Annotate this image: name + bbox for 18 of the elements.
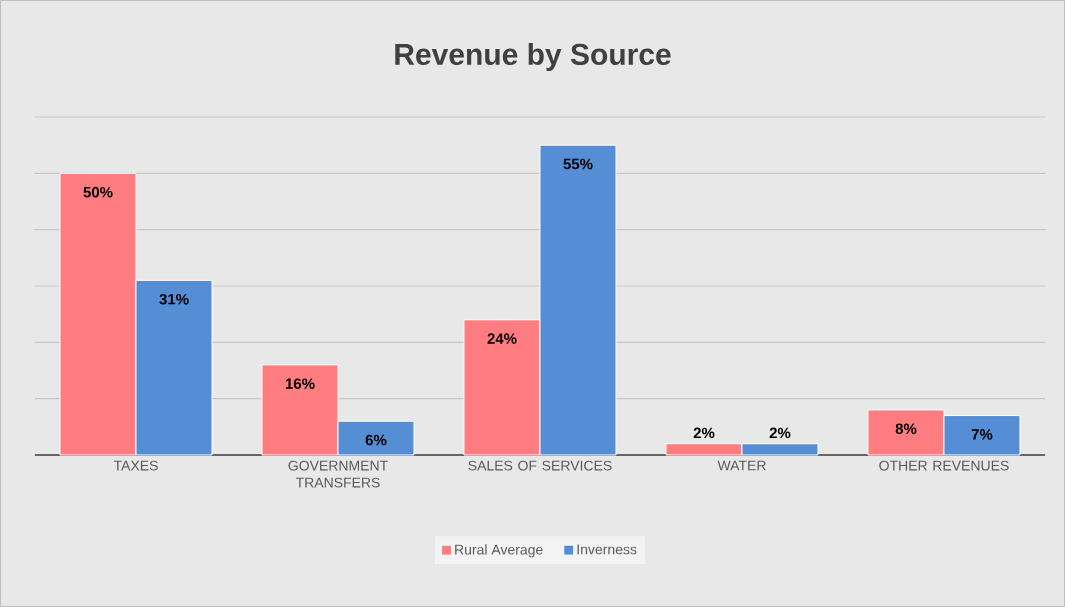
legend-label: Inverness (577, 544, 637, 555)
data-label: 2% (769, 427, 791, 439)
data-label: 2% (693, 427, 715, 439)
chart-title: Revenue by Source (395, 43, 671, 71)
data-label: 55% (563, 158, 593, 170)
x-tick-label: SALES OF SERVICES (468, 460, 612, 471)
x-tick-label: OTHER REVENUES (879, 460, 1009, 471)
data-label: 50% (83, 186, 113, 198)
legend-label: Rural Average (455, 544, 543, 558)
data-label: 31% (159, 293, 189, 305)
x-tick-label: WATER (717, 460, 766, 471)
data-label: 24% (487, 333, 517, 344)
data-label: 8% (895, 423, 917, 435)
x-tick-label: TAXES (113, 460, 158, 471)
data-label: 7% (971, 429, 993, 440)
x-tick-label: GOVERNMENT TRANSFERS (288, 460, 388, 488)
data-label: 16% (285, 378, 315, 389)
data-label: 6% (365, 434, 387, 446)
